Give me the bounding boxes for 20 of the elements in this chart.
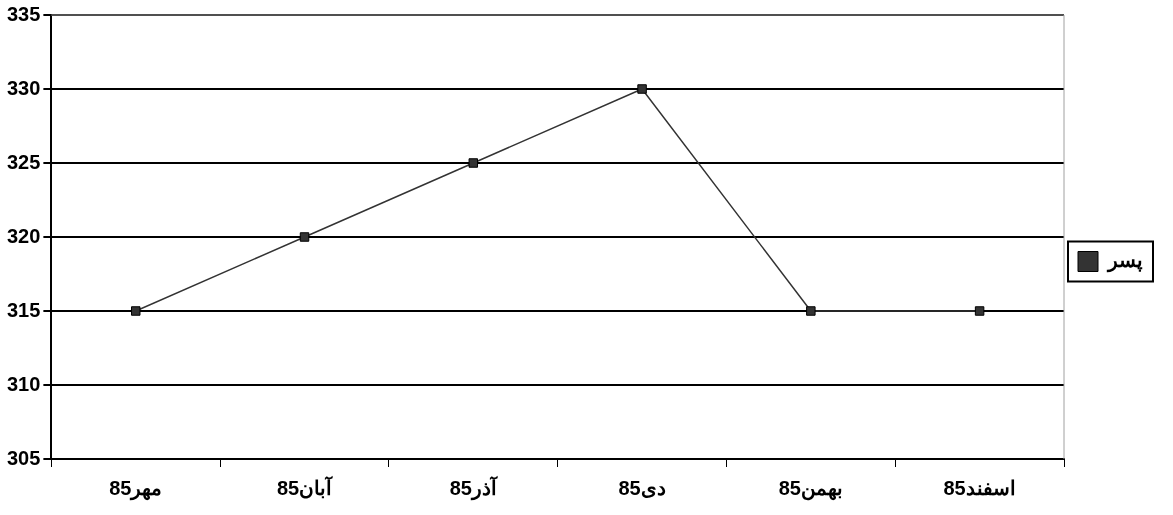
x-tick-label: مهر85 bbox=[109, 476, 163, 501]
y-tick-label: 325 bbox=[6, 150, 41, 173]
y-tick-label: 305 bbox=[6, 446, 41, 469]
x-tick-label: آبان85 bbox=[276, 474, 334, 499]
x-tick-label: دی85 bbox=[618, 476, 666, 499]
point bbox=[131, 306, 141, 316]
y-tick-label: 335 bbox=[6, 2, 41, 25]
point bbox=[637, 84, 647, 94]
x-tick-label: آذر85 bbox=[449, 474, 498, 501]
point bbox=[974, 306, 985, 316]
point bbox=[806, 306, 816, 316]
x-tick-label: اسفند85 bbox=[943, 476, 1016, 499]
legend-label: پسر bbox=[1106, 249, 1143, 274]
y-tick-label: 330 bbox=[6, 76, 41, 99]
y-tick-label: 320 bbox=[6, 224, 41, 247]
point bbox=[468, 158, 479, 168]
y-tick-label: 310 bbox=[6, 372, 41, 395]
x-tick-label: بهمن85 bbox=[778, 476, 843, 501]
y-tick-label: 315 bbox=[6, 298, 41, 321]
point bbox=[299, 232, 310, 242]
